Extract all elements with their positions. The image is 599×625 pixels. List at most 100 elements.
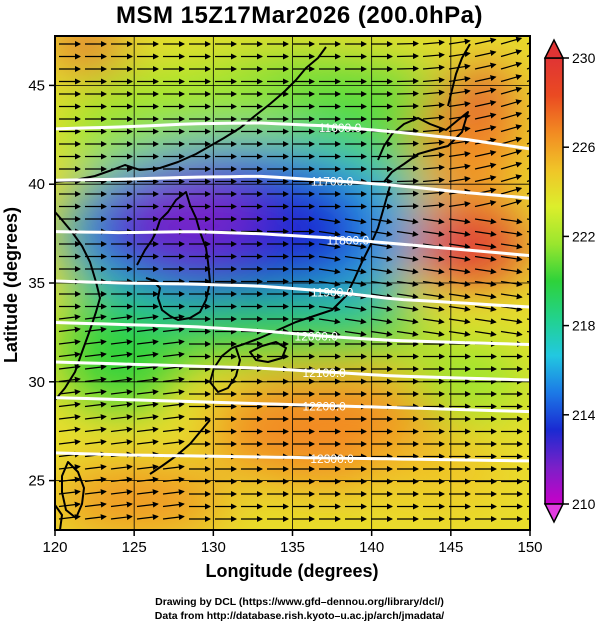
contour-label: 12000.0 — [295, 330, 339, 344]
wind-vector — [422, 39, 445, 46]
wind-vector — [84, 376, 107, 383]
wind-vector — [136, 339, 159, 346]
wind-vector — [84, 464, 107, 471]
wind-vector — [396, 318, 419, 325]
wind-vector — [474, 125, 497, 133]
wind-vector — [370, 230, 393, 237]
wind-vector — [448, 126, 471, 133]
wind-vector — [136, 351, 159, 358]
map-title: MSM 15Z17Mar2026 (200.0hPa) — [115, 2, 483, 29]
wind-vector — [474, 293, 497, 300]
wind-vector — [448, 280, 471, 287]
wind-vector — [110, 376, 133, 383]
wind-vector — [162, 476, 185, 483]
wind-vector — [474, 255, 497, 262]
wind-vector — [422, 127, 445, 134]
wind-vector — [84, 351, 107, 358]
wind-vector — [500, 74, 523, 83]
wind-vector — [448, 218, 471, 225]
wind-vector — [58, 489, 81, 496]
coastline-japan-hokkaido — [377, 111, 469, 183]
wind-vector — [448, 88, 471, 95]
contour-line — [55, 174, 530, 200]
y-tick-label: 30 — [28, 374, 45, 391]
wind-vector — [370, 280, 393, 287]
wind-vector — [162, 314, 185, 321]
wind-vector — [448, 305, 471, 312]
wind-vector — [58, 389, 81, 396]
wind-vector — [448, 318, 471, 325]
wind-vector — [110, 401, 133, 408]
x-tick-label: 130 — [201, 539, 226, 556]
wind-vector — [448, 76, 471, 83]
credit-data: Data from http://database.rish.kyoto–u.a… — [154, 610, 445, 622]
wind-vector — [500, 61, 523, 70]
height-contours: 11600.0 11700.0 11800.0 11900.0 12000.0 12100… — [55, 121, 530, 466]
wind-vector — [162, 501, 185, 508]
wind-vector — [422, 89, 445, 96]
colorbar-tick-label: 226 — [572, 139, 596, 155]
wind-vector — [136, 439, 159, 446]
coastline-south-china — [55, 504, 63, 530]
wind-vector — [162, 351, 185, 358]
wind-vector — [422, 77, 445, 84]
wind-vector — [474, 268, 497, 275]
contour-label: 11600.0 — [319, 121, 362, 135]
wind-vector — [58, 426, 81, 433]
wind-vector — [448, 63, 471, 70]
colorbar-lower-extension — [543, 503, 565, 524]
wind-vector — [110, 351, 133, 358]
wind-vector — [500, 161, 523, 170]
wind-vector — [422, 64, 445, 71]
wind-vector — [58, 314, 81, 321]
wind-vector — [110, 439, 133, 446]
wind-vector — [110, 339, 133, 346]
wind-vector — [58, 501, 81, 508]
wind-vector — [136, 401, 159, 408]
wind-vector — [422, 305, 445, 312]
wind-vector — [474, 50, 497, 58]
wind-vector — [474, 280, 497, 287]
wind-vector — [500, 49, 523, 58]
wind-vector — [500, 243, 523, 250]
wind-vector — [110, 389, 133, 396]
wind-vector — [448, 176, 471, 183]
wind-vector — [110, 501, 133, 508]
x-tick-label: 140 — [359, 539, 384, 556]
wind-vector — [344, 255, 367, 262]
contour-label: 12200.0 — [302, 400, 346, 414]
wind-vector — [500, 268, 523, 275]
colorbar-upper-extension — [543, 38, 565, 59]
wind-vector — [344, 218, 367, 225]
coastline-japan-shikoku — [249, 341, 287, 363]
wind-vector — [370, 293, 393, 300]
wind-vector — [318, 268, 341, 275]
wind-vector — [344, 318, 367, 325]
wind-vector — [448, 268, 471, 275]
contour-line — [55, 321, 530, 346]
y-tick-label: 35 — [28, 275, 45, 292]
wind-vector — [448, 255, 471, 262]
wind-vector — [474, 37, 497, 45]
wind-vector — [422, 114, 445, 121]
credit-drawing: Drawing by DCL (https://www.gfd–dennou.o… — [155, 596, 444, 608]
wind-vector — [448, 151, 471, 158]
wind-vector — [500, 230, 523, 237]
wind-vector — [136, 426, 159, 433]
wind-vector — [422, 189, 445, 196]
wind-vector — [448, 138, 471, 145]
colorbar-tick-label: 214 — [572, 407, 596, 423]
wind-vector — [162, 376, 185, 383]
wind-vector — [162, 489, 185, 496]
wind-vector — [396, 305, 419, 312]
wind-vector — [474, 100, 497, 108]
wind-vector — [162, 439, 185, 446]
wind-vector — [422, 177, 445, 184]
wind-vector — [474, 230, 497, 237]
wind-vector — [58, 364, 81, 371]
wind-vector — [448, 201, 471, 208]
wind-vector — [162, 426, 185, 433]
wind-vector — [84, 414, 107, 421]
wind-vector — [448, 163, 471, 170]
contour-line — [55, 451, 530, 463]
